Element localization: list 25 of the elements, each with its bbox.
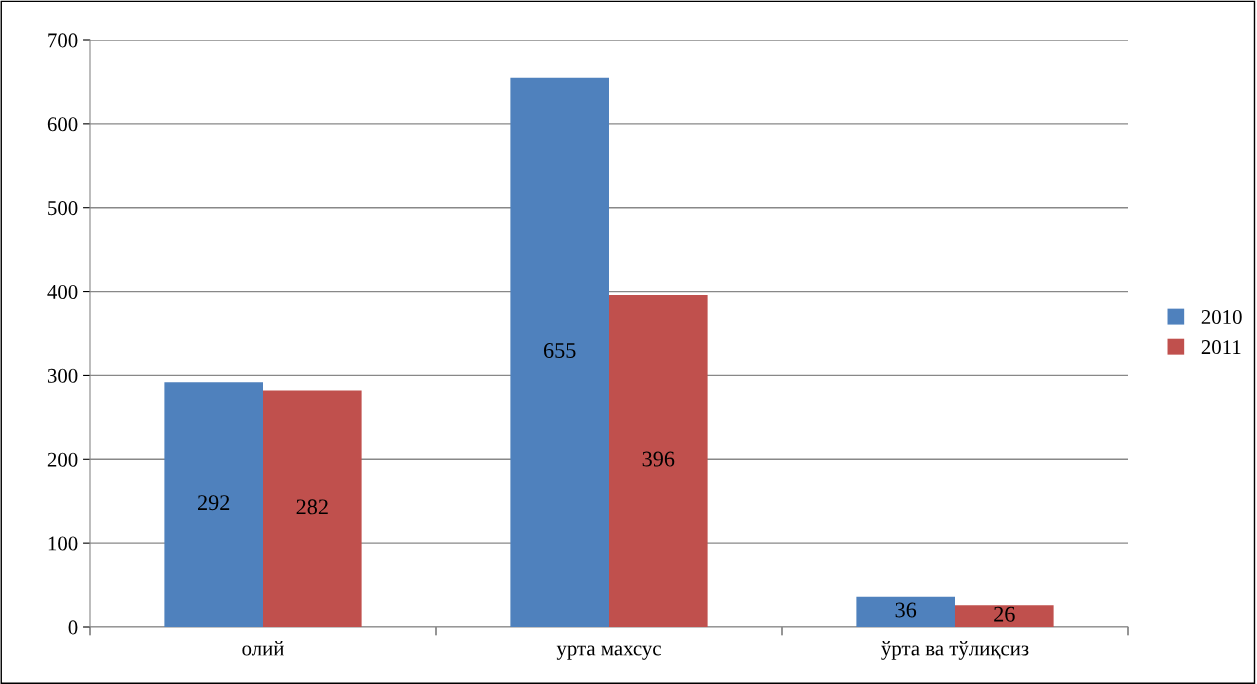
y-tick-label: 0 (68, 620, 78, 635)
x-tick-label: ўрта ва тўлиқсиз (881, 641, 1029, 660)
y-tick-label: 600 (47, 117, 78, 132)
y-tick-label: 300 (47, 368, 78, 383)
data-label: 655 (543, 343, 576, 358)
y-tick-label: 200 (47, 452, 78, 467)
data-label: 26 (994, 606, 1015, 622)
y-tick-label: 700 (48, 33, 78, 48)
y-tick-label: 400 (47, 284, 78, 299)
data-label: 292 (198, 495, 230, 511)
bar (510, 77, 609, 627)
legend-label: 2010 (1201, 310, 1242, 325)
y-tick-label: 500 (48, 201, 78, 216)
data-label: 282 (296, 499, 328, 515)
data-label: 36 (895, 602, 917, 618)
legend-label: 2011 (1201, 340, 1241, 355)
bar (164, 382, 263, 627)
bar (856, 596, 955, 627)
bar (263, 390, 362, 627)
bar (955, 605, 1054, 627)
x-tick-label: олий (242, 641, 284, 656)
x-tick-label: урта махсус (556, 645, 661, 660)
y-tick-label: 100 (48, 536, 78, 551)
bar (609, 294, 708, 627)
data-label: 396 (642, 451, 675, 467)
